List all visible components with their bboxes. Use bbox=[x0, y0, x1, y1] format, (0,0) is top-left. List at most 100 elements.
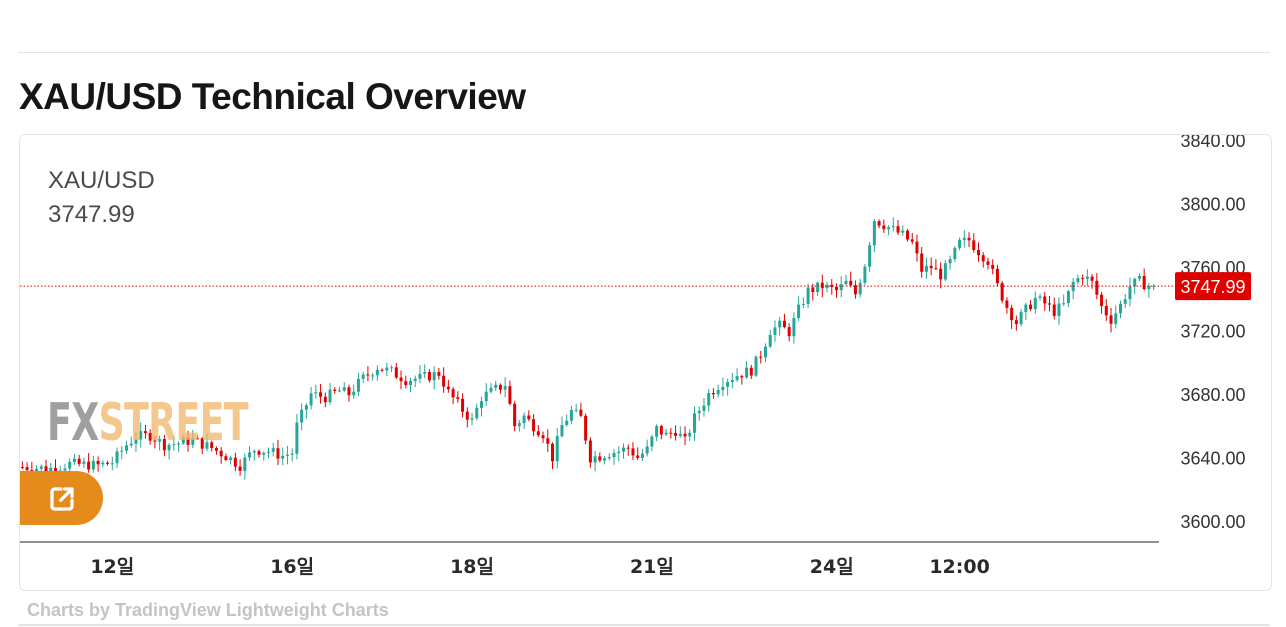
candle-body bbox=[806, 287, 810, 304]
candle-body bbox=[977, 250, 980, 256]
candle-body bbox=[295, 422, 299, 454]
candlestick-chart[interactable]: 3600.003640.003680.003720.003760.003800.… bbox=[20, 135, 1271, 590]
candle-body bbox=[1033, 297, 1037, 310]
candle-body bbox=[1010, 307, 1014, 321]
candle-body bbox=[177, 443, 181, 445]
candle-body bbox=[688, 432, 692, 437]
candle-body bbox=[901, 230, 905, 233]
candle-body bbox=[811, 287, 815, 293]
candle-body bbox=[584, 415, 588, 441]
candle-body bbox=[962, 237, 966, 240]
candle-body bbox=[290, 453, 294, 455]
candle-body bbox=[768, 335, 772, 347]
candle-body bbox=[319, 392, 323, 397]
candle-body bbox=[579, 409, 583, 416]
candle-body bbox=[1005, 300, 1009, 308]
candle-body bbox=[470, 418, 474, 420]
candle-body bbox=[939, 268, 943, 280]
candle-body bbox=[172, 444, 176, 446]
candle-body bbox=[702, 405, 706, 411]
candle-body bbox=[309, 393, 313, 406]
candle-body bbox=[967, 237, 971, 241]
legend-symbol: XAU/USD bbox=[48, 167, 155, 194]
candle-body bbox=[323, 396, 327, 403]
candle-body bbox=[404, 381, 408, 385]
x-tick-label: 18일 bbox=[450, 556, 494, 578]
candle-body bbox=[1052, 304, 1056, 316]
candle-body bbox=[551, 443, 554, 462]
candle-body bbox=[181, 437, 185, 444]
candle-body bbox=[347, 387, 351, 396]
candle-body bbox=[285, 454, 289, 456]
candle-body bbox=[210, 442, 214, 449]
candle-body bbox=[498, 384, 502, 390]
candle-body bbox=[281, 455, 285, 459]
candle-body bbox=[1019, 312, 1023, 325]
candle-body bbox=[626, 447, 630, 449]
candle-body bbox=[1081, 278, 1085, 280]
candle-body bbox=[44, 466, 48, 472]
open-chart-button[interactable] bbox=[20, 471, 103, 525]
chart-container[interactable]: 3600.00 3640.00 3680.00 3720.00 3760.00 3800.… bbox=[19, 134, 1272, 591]
candle-body bbox=[532, 419, 536, 432]
candle-body bbox=[991, 264, 995, 269]
candle-body bbox=[636, 455, 640, 458]
candle-body bbox=[853, 285, 857, 295]
candle-body bbox=[361, 374, 365, 379]
candle-body bbox=[205, 442, 209, 449]
candle-body bbox=[72, 458, 76, 462]
x-tick-label: 12일 bbox=[90, 556, 134, 578]
candle-body bbox=[536, 431, 540, 436]
candle-body bbox=[849, 280, 853, 286]
candle-body bbox=[63, 468, 67, 471]
candle-body bbox=[792, 318, 796, 337]
candle-body bbox=[432, 372, 436, 381]
candle-body bbox=[1137, 276, 1141, 279]
candle-body bbox=[678, 433, 682, 436]
candle-body bbox=[759, 356, 763, 358]
candle-body bbox=[49, 467, 53, 472]
x-tick-label: 24일 bbox=[810, 556, 854, 578]
candle-body bbox=[409, 380, 412, 385]
candle-body bbox=[437, 372, 441, 376]
candle-body bbox=[196, 438, 199, 440]
candle-body bbox=[82, 461, 86, 464]
candle-body bbox=[1095, 280, 1099, 295]
candle-body bbox=[650, 436, 654, 447]
candle-body bbox=[716, 390, 720, 395]
candle-body bbox=[456, 397, 460, 399]
candle-body bbox=[517, 423, 521, 427]
candle-body bbox=[745, 367, 749, 378]
candle-body bbox=[640, 453, 644, 458]
candle-body bbox=[863, 266, 867, 283]
candle-body bbox=[233, 457, 237, 467]
candle-body bbox=[191, 438, 195, 445]
candle-body bbox=[603, 458, 607, 461]
candle-body bbox=[328, 389, 332, 403]
fxstreet-watermark: FXSTREET bbox=[47, 397, 249, 449]
candle-body bbox=[825, 284, 829, 289]
candle-body bbox=[427, 371, 431, 381]
candle-body bbox=[1109, 315, 1113, 324]
watermark-fx: FX bbox=[47, 393, 99, 453]
candle-body bbox=[522, 415, 526, 424]
candle-body bbox=[664, 432, 668, 435]
candle-body bbox=[148, 433, 152, 441]
candle-body bbox=[1128, 286, 1132, 300]
candle-body bbox=[375, 369, 379, 376]
candle-body bbox=[1147, 286, 1151, 290]
candle-body bbox=[219, 450, 223, 457]
candle-body bbox=[612, 452, 616, 458]
candle-body bbox=[797, 304, 801, 319]
candle-body bbox=[958, 239, 962, 249]
candle-body bbox=[475, 407, 479, 419]
candle-body bbox=[816, 282, 820, 293]
candle-body bbox=[943, 263, 947, 280]
candle-body bbox=[371, 375, 375, 377]
candle-body bbox=[54, 467, 57, 473]
candle-body bbox=[96, 460, 100, 465]
candle-body bbox=[1152, 286, 1156, 288]
candle-body bbox=[735, 376, 739, 380]
candle-body bbox=[214, 448, 218, 451]
candle-body bbox=[508, 386, 512, 404]
